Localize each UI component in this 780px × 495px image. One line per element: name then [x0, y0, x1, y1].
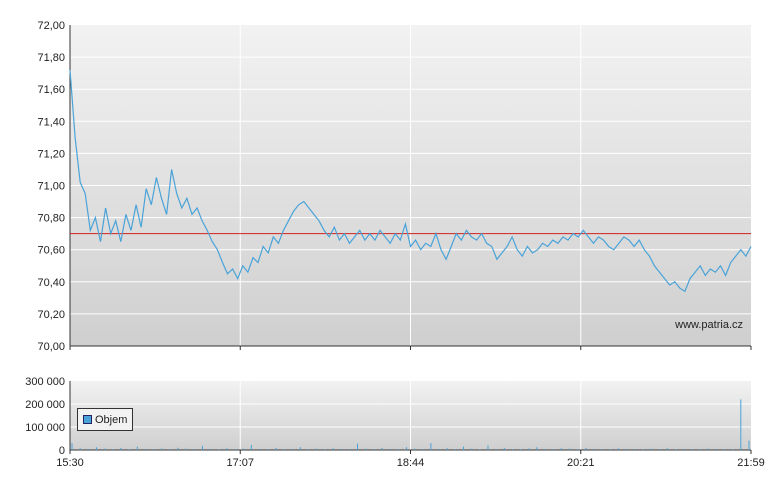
volume-legend: Objem	[77, 408, 133, 431]
x-tick-label: 18:44	[397, 457, 425, 469]
price-y-tick-label: 71,60	[37, 84, 65, 96]
volume-panel: 300 000 200 000 100 000 015:30 17:07 18:44 20:…	[25, 376, 765, 469]
price-y-tick-label: 70,20	[37, 309, 65, 321]
x-tick-label: 21:59	[737, 457, 765, 469]
volume-y-tick-label: 0	[59, 445, 65, 457]
x-tick-label: 15:30	[56, 457, 84, 469]
legend-label: Objem	[95, 413, 128, 426]
price-y-tick-label: 70,80	[37, 213, 65, 225]
volume-y-tick-label: 300 000	[25, 376, 65, 388]
volume-y-tick-label: 100 000	[25, 422, 65, 434]
price-y-tick-label: 71,80	[37, 52, 65, 64]
price-series-line	[69, 69, 752, 293]
watermark-text: www.patria.cz	[674, 319, 743, 331]
price-y-tick-label: 71,40	[37, 116, 65, 128]
price-y-tick-label: 70,40	[37, 277, 65, 289]
price-y-tick-label: 72,00	[37, 20, 65, 32]
price-panel: 72,00 71,80 71,60 71,40 71,20 71,00 70,80 70,60…	[37, 20, 752, 353]
x-tick-label: 17:07	[226, 457, 254, 469]
price-y-tick-label: 71,20	[37, 148, 65, 160]
price-y-tick-label: 71,00	[37, 181, 65, 193]
x-tick-label: 20:21	[567, 457, 595, 469]
price-y-tick-label: 70,60	[37, 245, 65, 257]
price-y-tick-label: 70,00	[37, 341, 65, 353]
legend-swatch	[83, 415, 92, 424]
volume-y-tick-label: 200 000	[25, 399, 65, 411]
